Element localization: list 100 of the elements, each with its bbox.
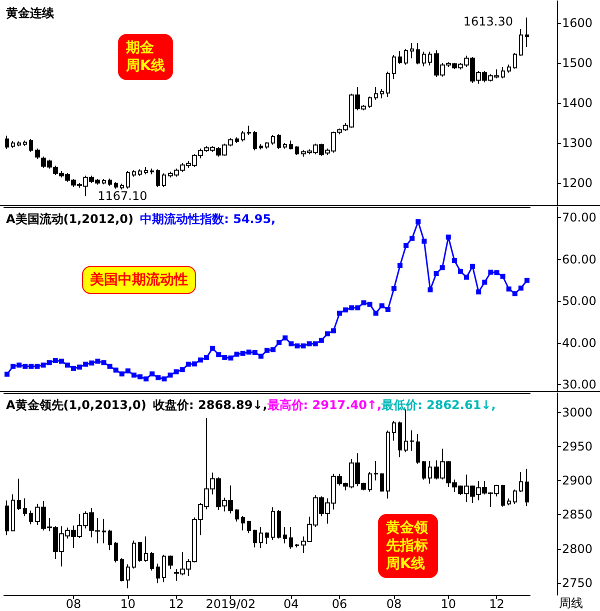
y-tick-label: 60.00 — [562, 252, 596, 266]
candlestick — [17, 140, 21, 147]
annotation: 1167.10 — [98, 189, 148, 204]
candlestick — [241, 130, 245, 142]
candlestick — [374, 460, 378, 481]
candlestick — [114, 182, 118, 190]
candlestick — [265, 142, 269, 150]
candlestick — [501, 66, 505, 79]
candlestick — [138, 168, 142, 176]
annotation: 收盘价: 2868.89↓, — [153, 398, 268, 412]
x-tick-label: 12 — [168, 597, 184, 611]
x-tick-label: 04 — [284, 597, 299, 611]
y-tick-label: 1300 — [562, 136, 593, 150]
candlestick — [507, 498, 511, 506]
chart-title: 黄金连续 — [5, 6, 55, 20]
candlestick — [102, 178, 106, 185]
candlestick — [23, 140, 27, 146]
candlestick — [11, 494, 15, 532]
candlestick — [126, 564, 130, 589]
candlestick — [247, 125, 251, 136]
x-tick-label: 06 — [332, 597, 348, 611]
candlestick — [513, 52, 517, 70]
candlestick — [259, 144, 263, 150]
candlestick — [29, 510, 33, 525]
candlestick — [410, 430, 414, 452]
candlestick — [428, 51, 432, 66]
candlestick — [271, 134, 275, 146]
candlestick — [156, 168, 160, 188]
annotation: 期金 — [125, 40, 155, 56]
candlestick — [150, 552, 154, 572]
candlestick — [289, 140, 293, 150]
candlestick — [11, 140, 15, 148]
candlestick — [380, 472, 384, 492]
y-tick-label: 3000 — [562, 406, 593, 420]
x-tick-label: 10 — [120, 597, 136, 611]
candlestick — [398, 50, 402, 64]
candlestick — [398, 421, 402, 458]
candlestick — [259, 526, 263, 549]
candlestick — [114, 541, 118, 563]
candlestick — [525, 17, 529, 48]
candlestick — [150, 168, 154, 175]
candlestick — [120, 183, 124, 190]
y-tick-label: 2900 — [562, 474, 593, 488]
candlestick — [283, 526, 287, 544]
candlestick — [156, 563, 160, 584]
candlestick — [513, 489, 517, 504]
candlestick — [29, 138, 33, 152]
candlestick — [235, 508, 239, 522]
candlestick — [410, 42, 414, 59]
candlestick — [416, 42, 420, 65]
candlestick — [416, 433, 420, 464]
candlestick — [108, 178, 112, 186]
x-tick-label: 08 — [66, 597, 82, 611]
text: A黄金领先(1,0,2013,0) — [6, 398, 146, 412]
candlestick — [428, 460, 432, 484]
candlestick — [422, 51, 426, 67]
candlestick — [295, 146, 299, 156]
y-tick-label: 2950 — [562, 440, 593, 454]
candlestick — [277, 509, 281, 540]
candlestick — [162, 172, 166, 188]
y-tick-label: 40.00 — [562, 336, 596, 350]
candlestick — [277, 134, 281, 150]
annotation: 黄金领先指标 — [385, 520, 429, 554]
candlestick — [144, 166, 148, 175]
candlestick — [374, 86, 378, 100]
annotation: 中期流动性指数: 54.95, — [140, 212, 276, 226]
y-tick-label: 2850 — [562, 508, 593, 522]
candlestick — [17, 478, 21, 510]
candlestick — [368, 472, 372, 492]
candlestick — [519, 472, 523, 492]
candlestick — [525, 468, 529, 507]
candlestick — [253, 130, 257, 151]
candlestick — [162, 554, 166, 583]
candlestick — [241, 516, 245, 531]
candlestick — [235, 136, 239, 144]
y-tick-label: 50.00 — [562, 294, 596, 308]
candlestick — [283, 142, 287, 150]
annotation: 美国中期流动性 — [89, 271, 188, 288]
x-tick-label: 12 — [489, 597, 504, 611]
x-tick-label: 2019/02 — [206, 597, 256, 611]
candlestick — [253, 529, 257, 548]
annotation: 最低价: 2862.61↓, — [380, 398, 496, 412]
annotation: 周K线 — [385, 556, 425, 572]
candlestick — [5, 135, 9, 150]
y-tick-label: 1600 — [562, 16, 593, 30]
candlestick — [132, 540, 136, 569]
candlestick — [392, 420, 396, 442]
candlestick — [422, 460, 426, 480]
candlestick — [289, 526, 293, 550]
y-tick-label: 1500 — [562, 56, 593, 70]
text: 周线 — [559, 596, 583, 610]
candlestick — [126, 170, 130, 190]
candlestick — [386, 71, 390, 98]
candlestick — [102, 518, 106, 544]
candlestick — [5, 500, 9, 536]
candlestick — [120, 558, 124, 582]
candlestick — [392, 54, 396, 80]
candlestick — [108, 529, 112, 551]
annotation: 周K线 — [125, 58, 165, 74]
candlestick — [247, 520, 251, 534]
